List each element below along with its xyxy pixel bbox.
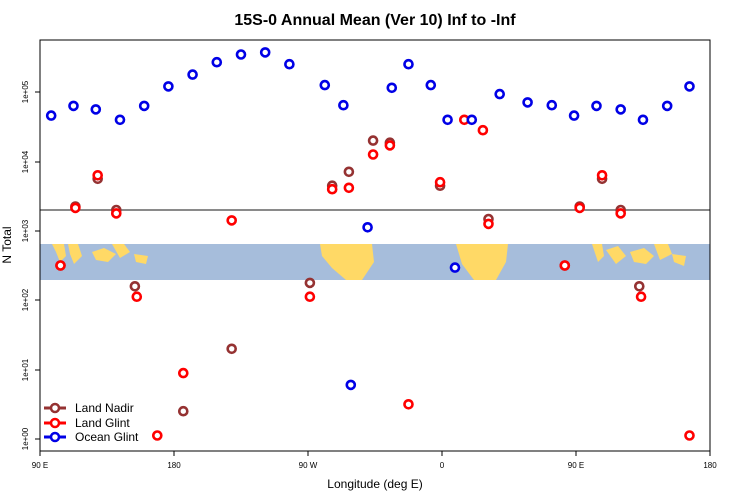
point-land-glint bbox=[559, 260, 571, 271]
point-ocean-glint bbox=[319, 79, 331, 91]
legend-item-land-glint: Land Glint bbox=[44, 416, 130, 430]
point-land-glint bbox=[326, 183, 338, 195]
point-land-glint bbox=[343, 182, 355, 194]
point-land-nadir bbox=[226, 343, 237, 355]
point-ocean-glint bbox=[637, 114, 649, 126]
point-ocean-glint bbox=[591, 100, 602, 112]
point-land-glint bbox=[574, 202, 586, 214]
plot-frame bbox=[39, 39, 711, 452]
legend-swatch-marker bbox=[49, 402, 61, 414]
point-ocean-glint bbox=[138, 100, 150, 112]
legend: Land Nadir Land Glint Ocean Glint bbox=[44, 401, 139, 444]
point-ocean-glint bbox=[684, 81, 695, 92]
point-ocean-glint bbox=[45, 110, 57, 121]
point-ocean-glint bbox=[235, 49, 247, 60]
data-points bbox=[45, 47, 695, 441]
point-ocean-glint bbox=[259, 47, 271, 58]
point-land-nadir bbox=[129, 280, 141, 292]
point-ocean-glint bbox=[338, 99, 349, 111]
point-land-nadir bbox=[178, 405, 189, 417]
point-land-nadir bbox=[367, 135, 379, 146]
point-land-glint bbox=[384, 140, 396, 151]
y-tick-label: 1e+04 bbox=[21, 150, 30, 173]
y-tick-label: 1e+00 bbox=[21, 427, 30, 450]
point-land-glint bbox=[483, 218, 494, 230]
y-tick-label: 1e+03 bbox=[21, 219, 30, 242]
chart-title: 15S-0 Annual Mean (Ver 10) Inf to -Inf bbox=[234, 12, 516, 29]
point-ocean-glint bbox=[386, 82, 398, 94]
map-land-shapes bbox=[52, 244, 686, 280]
point-ocean-glint bbox=[466, 114, 478, 126]
point-land-glint bbox=[615, 208, 627, 219]
point-ocean-glint bbox=[546, 99, 558, 111]
point-land-glint bbox=[635, 291, 647, 303]
x-tick-label: 180 bbox=[703, 461, 717, 470]
point-ocean-glint bbox=[661, 100, 673, 112]
point-land-glint bbox=[684, 430, 695, 441]
point-land-glint bbox=[304, 291, 316, 303]
point-land-nadir bbox=[304, 277, 316, 289]
point-land-glint bbox=[477, 124, 489, 136]
point-ocean-glint bbox=[568, 110, 580, 121]
point-ocean-glint bbox=[442, 114, 453, 126]
point-land-glint bbox=[92, 170, 103, 181]
y-axis: 1e+00 1e+01 1e+02 1e+03 1e+04 1e+05 N To… bbox=[0, 80, 40, 450]
point-land-nadir bbox=[633, 280, 645, 292]
point-land-glint bbox=[403, 398, 414, 410]
y-tick-label: 1e+01 bbox=[21, 358, 30, 381]
point-land-glint bbox=[596, 170, 608, 181]
point-ocean-glint bbox=[187, 69, 198, 80]
point-land-glint bbox=[434, 176, 446, 188]
point-land-glint bbox=[152, 430, 163, 441]
point-ocean-glint bbox=[522, 97, 533, 108]
y-axis-label: N Total bbox=[0, 226, 14, 263]
y-tick-label: 1e+02 bbox=[21, 288, 30, 311]
x-tick-label: 90 E bbox=[32, 461, 48, 470]
point-ocean-glint bbox=[345, 379, 357, 391]
point-land-glint bbox=[111, 208, 122, 219]
point-ocean-glint bbox=[114, 114, 126, 126]
y-tick-label: 1e+05 bbox=[21, 80, 30, 103]
point-land-nadir bbox=[343, 166, 355, 178]
legend-label: Ocean Glint bbox=[75, 430, 139, 444]
point-land-glint bbox=[178, 367, 189, 379]
point-land-glint bbox=[70, 202, 81, 214]
point-land-glint bbox=[367, 149, 379, 160]
point-ocean-glint bbox=[425, 79, 437, 91]
x-axis: 90 E 180 90 W 0 90 E 180 Longitude (deg … bbox=[32, 451, 717, 491]
legend-label: Land Glint bbox=[75, 416, 130, 430]
legend-item-land-nadir: Land Nadir bbox=[44, 401, 134, 415]
legend-item-ocean-glint: Ocean Glint bbox=[44, 430, 139, 444]
point-ocean-glint bbox=[211, 56, 223, 68]
point-land-glint bbox=[55, 260, 66, 271]
point-ocean-glint bbox=[163, 81, 174, 92]
x-tick-label: 90 E bbox=[568, 461, 584, 470]
x-axis-label: Longitude (deg E) bbox=[327, 477, 422, 491]
legend-swatch-marker bbox=[49, 417, 61, 429]
legend-label: Land Nadir bbox=[75, 401, 134, 415]
point-ocean-glint bbox=[403, 58, 414, 70]
point-ocean-glint bbox=[362, 222, 373, 233]
x-tick-label: 90 W bbox=[299, 461, 318, 470]
x-tick-label: 180 bbox=[167, 461, 181, 470]
point-ocean-glint bbox=[494, 88, 506, 100]
point-land-glint bbox=[226, 215, 237, 226]
point-ocean-glint bbox=[449, 262, 461, 273]
legend-swatch-marker bbox=[49, 431, 61, 443]
point-ocean-glint bbox=[68, 100, 79, 112]
point-land-glint bbox=[131, 291, 143, 303]
point-ocean-glint bbox=[90, 104, 102, 115]
point-ocean-glint bbox=[284, 58, 295, 70]
world-map-band bbox=[40, 244, 710, 280]
point-ocean-glint bbox=[615, 104, 627, 115]
x-tick-label: 0 bbox=[440, 461, 445, 470]
